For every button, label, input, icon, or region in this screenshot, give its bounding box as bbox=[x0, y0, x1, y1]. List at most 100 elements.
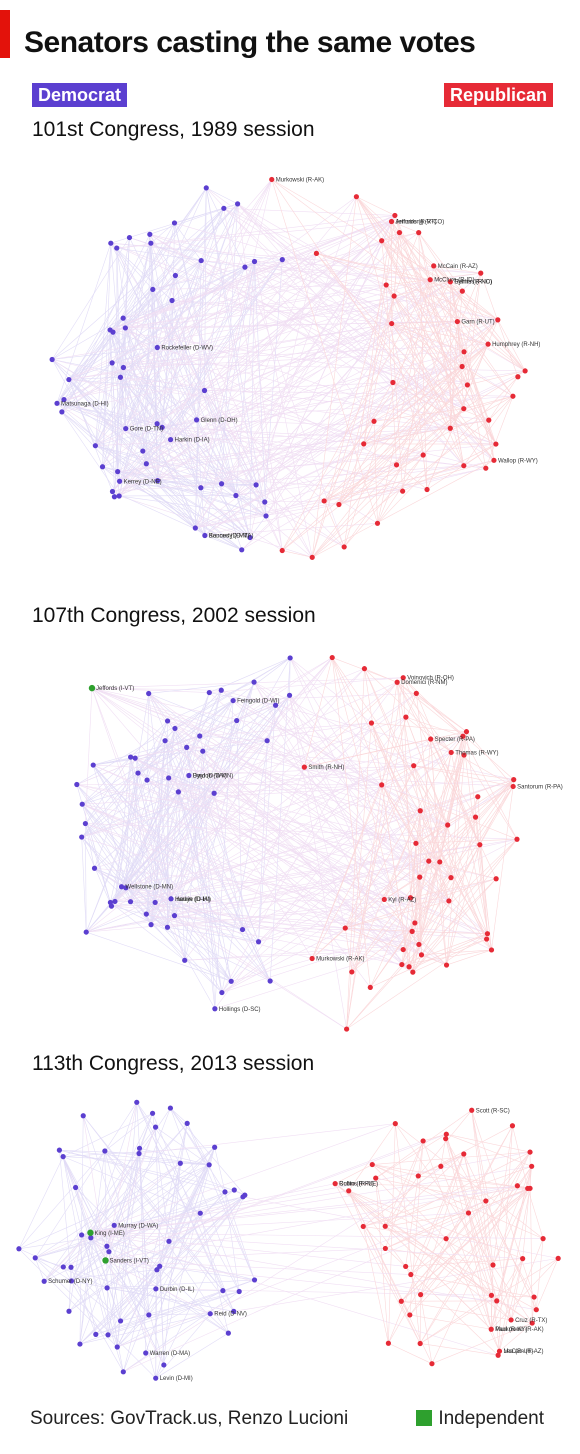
vote-edge bbox=[167, 681, 255, 722]
vote-edge bbox=[116, 247, 202, 261]
senator-node-democrat bbox=[184, 1120, 190, 1126]
vote-edge bbox=[348, 1123, 396, 1191]
vote-edge bbox=[490, 1258, 523, 1330]
vote-edge bbox=[123, 243, 152, 368]
vote-edge bbox=[356, 196, 465, 352]
vote-edge bbox=[186, 747, 413, 932]
vote-edge bbox=[439, 731, 467, 863]
vote-edge bbox=[90, 1237, 150, 1316]
vote-edge bbox=[254, 261, 481, 274]
vote-edge bbox=[112, 480, 158, 492]
vote-edge bbox=[429, 279, 490, 421]
senator-node-republican bbox=[346, 1188, 352, 1194]
vote-edge bbox=[254, 261, 489, 345]
vote-edge bbox=[129, 237, 202, 261]
vote-edge bbox=[421, 954, 447, 966]
vote-edge bbox=[81, 728, 176, 838]
senator-node-democrat bbox=[203, 185, 209, 191]
legend-democrat: Democrat bbox=[32, 83, 128, 107]
vote-edge bbox=[136, 1102, 224, 1291]
senator-node-independent bbox=[87, 1229, 94, 1236]
vote-edge bbox=[152, 221, 392, 290]
senator-node-democrat bbox=[143, 911, 149, 917]
vote-edge bbox=[130, 838, 518, 902]
vote-edge bbox=[174, 700, 234, 729]
senator-node-democrat bbox=[192, 525, 198, 531]
vote-edge bbox=[125, 275, 176, 329]
vote-edge bbox=[346, 682, 398, 1030]
vote-edge bbox=[167, 898, 172, 928]
senator-node-democrat bbox=[168, 896, 174, 902]
vote-edge bbox=[323, 281, 451, 502]
senator-label: McCain (R-AZ) bbox=[438, 264, 478, 270]
vote-edge bbox=[79, 1313, 211, 1345]
senator-node-democrat bbox=[159, 424, 165, 430]
vote-edge bbox=[157, 423, 364, 445]
senator-node-republican bbox=[459, 363, 465, 370]
vote-edge bbox=[94, 757, 136, 869]
vote-edge bbox=[114, 221, 392, 497]
vote-edge bbox=[125, 215, 396, 329]
vote-edge bbox=[439, 754, 465, 863]
vote-edge bbox=[154, 747, 187, 903]
vote-edge bbox=[235, 319, 498, 496]
vote-edge bbox=[110, 242, 481, 274]
vote-edge bbox=[167, 720, 382, 786]
senator-label: Santorum (R-PA) bbox=[517, 784, 563, 790]
vote-edge bbox=[267, 740, 448, 826]
vote-edge bbox=[393, 232, 400, 297]
senator-label: Paul (R-KY) bbox=[495, 1327, 527, 1333]
vote-edge bbox=[130, 757, 172, 899]
senator-node-democrat bbox=[68, 1264, 74, 1270]
senator-node-republican bbox=[472, 814, 479, 820]
vote-edge bbox=[381, 784, 430, 862]
vote-edge bbox=[117, 1314, 150, 1348]
vote-edge bbox=[221, 343, 489, 485]
vote-edge bbox=[178, 791, 414, 973]
vote-edge bbox=[111, 905, 259, 943]
vote-edge bbox=[394, 215, 465, 409]
senator-node-republican bbox=[417, 874, 423, 880]
vote-edge bbox=[448, 796, 479, 901]
senator-node-democrat bbox=[120, 1369, 126, 1375]
vote-edge bbox=[184, 751, 204, 961]
vote-edge bbox=[154, 902, 347, 1030]
vote-edge bbox=[372, 1164, 447, 1239]
senator-node-democrat bbox=[123, 425, 129, 432]
vote-edge bbox=[79, 1107, 171, 1345]
vote-edge bbox=[304, 657, 333, 768]
vote-edge bbox=[137, 700, 234, 774]
vote-edge bbox=[149, 234, 495, 461]
vote-edge bbox=[110, 215, 396, 331]
vote-edge bbox=[392, 382, 489, 421]
vote-edge bbox=[408, 796, 479, 967]
vote-edge bbox=[108, 1251, 118, 1348]
vote-edge bbox=[196, 203, 238, 420]
vote-edge bbox=[71, 1113, 153, 1282]
vote-edge bbox=[102, 439, 171, 468]
vote-edge bbox=[161, 260, 202, 428]
vote-edge bbox=[471, 1110, 487, 1201]
vote-edge bbox=[195, 240, 382, 529]
vote-edge bbox=[146, 720, 168, 781]
senator-node-republican bbox=[509, 1123, 516, 1129]
vote-edge bbox=[186, 747, 232, 982]
vote-edge bbox=[334, 1183, 533, 1324]
vote-edge bbox=[235, 215, 396, 496]
vote-edge bbox=[492, 1166, 532, 1266]
vote-edge bbox=[363, 1226, 499, 1356]
panel-title-2013: 113th Congress, 2013 session bbox=[32, 1052, 315, 1075]
edges bbox=[76, 657, 518, 1030]
vote-edge bbox=[137, 740, 166, 774]
vote-edge bbox=[346, 933, 488, 1030]
vote-edge bbox=[204, 390, 424, 456]
vote-edge bbox=[82, 803, 413, 932]
vote-edge bbox=[68, 1234, 82, 1312]
vote-edge bbox=[289, 695, 452, 878]
vote-edge bbox=[68, 379, 144, 452]
vote-edge bbox=[110, 243, 313, 558]
vote-edge bbox=[18, 1164, 210, 1250]
vote-edge bbox=[409, 1188, 531, 1316]
vote-edge bbox=[123, 1291, 240, 1373]
vote-edge bbox=[388, 1153, 465, 1344]
